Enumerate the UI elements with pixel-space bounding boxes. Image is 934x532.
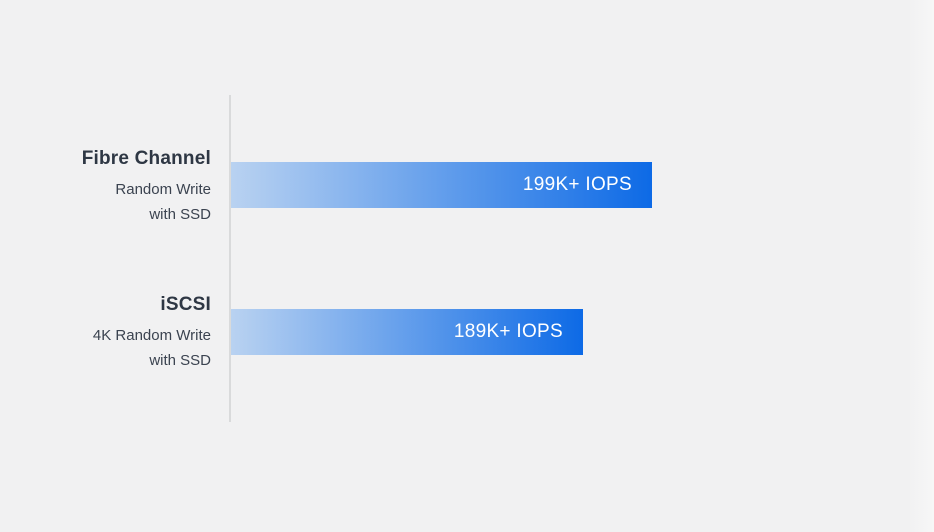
category-title: iSCSI [160, 294, 211, 315]
bar-value-label: 199K+ IOPS [522, 174, 632, 195]
subtitle-line: Random Write [115, 181, 211, 198]
page-edge-fade [908, 0, 934, 532]
subtitle-line: with SSD [149, 352, 211, 369]
category-title: Fibre Channel [81, 148, 211, 169]
category-subtitle: 4K Random Write with SSD [0, 323, 211, 373]
subtitle-line: with SSD [149, 206, 211, 223]
category-label-iscsi: iSCSI 4K Random Write with SSD [0, 291, 211, 373]
bar-value-label: 189K+ IOPS [453, 321, 563, 342]
category-subtitle: Random Write with SSD [0, 177, 211, 227]
bar-fibre-channel: 199K+ IOPS [231, 162, 652, 208]
subtitle-line: 4K Random Write [92, 327, 211, 344]
chart-baseline-axis [229, 95, 231, 422]
category-label-fibre-channel: Fibre Channel Random Write with SSD [0, 145, 211, 227]
bar-iscsi: 189K+ IOPS [231, 309, 583, 355]
